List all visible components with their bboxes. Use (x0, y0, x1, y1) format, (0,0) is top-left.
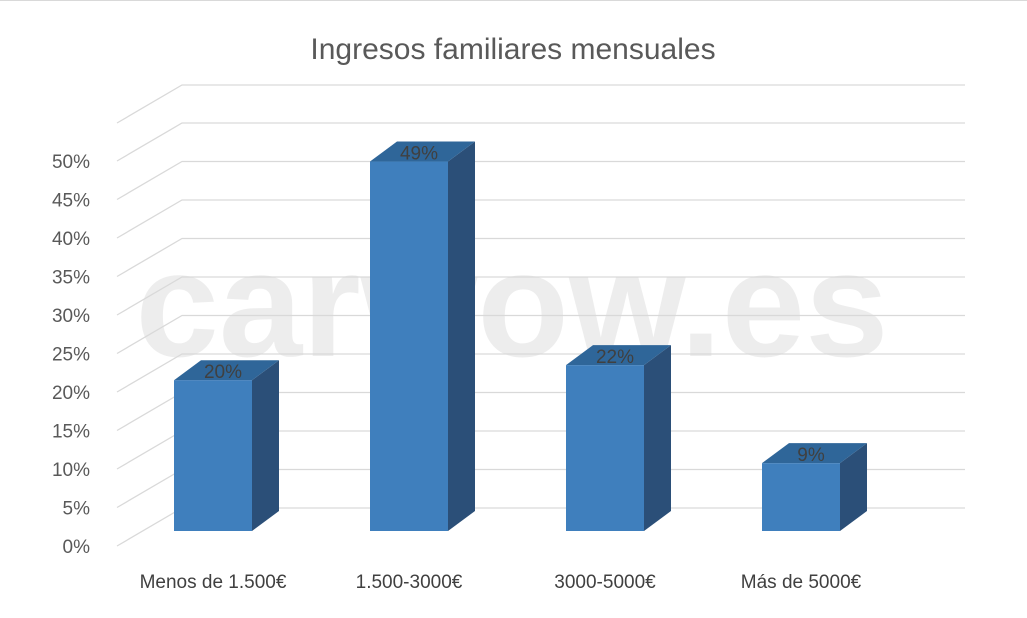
data-label: 20% (204, 362, 242, 383)
y-tick-label: 50% (52, 152, 90, 173)
y-tick-label: 5% (63, 499, 91, 520)
bar-top (566, 345, 671, 366)
x-category-label: Más de 5000€ (741, 572, 862, 593)
bar (762, 443, 867, 531)
bars: 20% 49% 22% 9% (174, 141, 867, 532)
bar-top (762, 443, 867, 464)
y-tick-label: 45% (52, 191, 90, 212)
gridline (116, 237, 965, 278)
bar-top (370, 141, 475, 162)
y-tick-label: 15% (52, 422, 90, 443)
data-label: 22% (596, 347, 634, 368)
bar-front (762, 463, 840, 531)
x-category-label: Menos de 1.500€ (140, 572, 287, 593)
bar-front (370, 161, 448, 532)
x-axis-labels: Menos de 1.500€ 1.500-3000€ 3000-5000€ Más … (140, 572, 862, 593)
bar-side (840, 443, 867, 531)
data-label: 49% (400, 144, 438, 165)
y-tick-label: 35% (52, 268, 90, 289)
gridline (116, 276, 965, 316)
bar-front (174, 380, 252, 531)
bar-side (252, 360, 279, 531)
data-label: 9% (797, 445, 825, 466)
y-tick-label: 0% (63, 537, 91, 558)
bar-side (448, 141, 475, 532)
bar-front (566, 365, 644, 531)
x-category-label: 3000-5000€ (554, 572, 656, 593)
x-category-label: 1.500-3000€ (356, 572, 463, 593)
y-tick-label: 10% (52, 460, 90, 481)
y-tick-label: 30% (52, 306, 90, 327)
bar (174, 360, 279, 531)
y-tick-label: 25% (52, 345, 90, 366)
bar (370, 141, 475, 532)
gridline (116, 314, 965, 355)
gridline (116, 122, 965, 162)
bar-top (174, 360, 279, 381)
bar-side (644, 345, 671, 531)
gridline (116, 353, 965, 393)
y-tick-label: 40% (52, 229, 90, 250)
gridline (116, 84, 965, 124)
chart-title: Ingresos familiares mensuales (310, 33, 715, 66)
watermark: carwow.es (135, 220, 888, 388)
gridline (116, 199, 965, 239)
y-axis-ticks: 0% 5% 10% 15% 20% 25% 30% 35% 40% 45% 50% (52, 152, 90, 558)
gridline (116, 160, 965, 201)
bar (566, 345, 671, 531)
y-tick-label: 20% (52, 383, 90, 404)
